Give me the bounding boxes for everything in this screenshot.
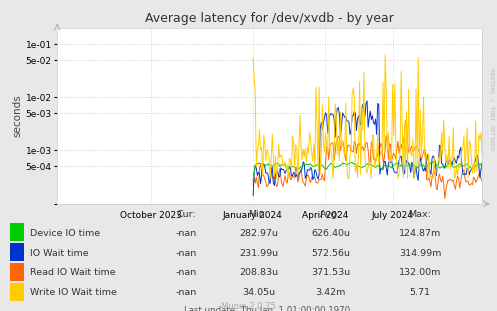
Bar — [10, 263, 24, 281]
Title: Average latency for /dev/xvdb - by year: Average latency for /dev/xvdb - by year — [145, 12, 394, 26]
Text: RRDTOOL / TOBI OETIKER: RRDTOOL / TOBI OETIKER — [490, 67, 495, 150]
Text: 3.42m: 3.42m — [315, 288, 346, 297]
Text: IO Wait time: IO Wait time — [30, 249, 88, 258]
Text: 314.99m: 314.99m — [399, 249, 441, 258]
Y-axis label: seconds: seconds — [13, 95, 23, 137]
Text: 34.05u: 34.05u — [242, 288, 275, 297]
Text: 231.99u: 231.99u — [239, 249, 278, 258]
Text: Last update: Thu Jan  1 01:00:00 1970: Last update: Thu Jan 1 01:00:00 1970 — [184, 306, 350, 311]
Text: Munin 2.0.75: Munin 2.0.75 — [221, 301, 276, 310]
Text: Min:: Min: — [248, 210, 268, 219]
Text: Cur:: Cur: — [176, 210, 196, 219]
Bar — [10, 243, 24, 261]
Text: Read IO Wait time: Read IO Wait time — [30, 268, 115, 277]
Text: 371.53u: 371.53u — [311, 268, 350, 277]
Text: 5.71: 5.71 — [410, 288, 430, 297]
Text: -nan: -nan — [176, 288, 197, 297]
Bar — [10, 224, 24, 241]
Text: 208.83u: 208.83u — [239, 268, 278, 277]
Text: 124.87m: 124.87m — [399, 229, 441, 238]
Bar — [10, 283, 24, 300]
Text: -nan: -nan — [176, 249, 197, 258]
Text: 282.97u: 282.97u — [239, 229, 278, 238]
Text: -nan: -nan — [176, 268, 197, 277]
Text: 572.56u: 572.56u — [311, 249, 350, 258]
Text: Max:: Max: — [409, 210, 431, 219]
Text: Device IO time: Device IO time — [30, 229, 100, 238]
Text: 626.40u: 626.40u — [311, 229, 350, 238]
Text: Write IO Wait time: Write IO Wait time — [30, 288, 117, 297]
Text: Avg:: Avg: — [320, 210, 341, 219]
Text: -nan: -nan — [176, 229, 197, 238]
Text: 132.00m: 132.00m — [399, 268, 441, 277]
